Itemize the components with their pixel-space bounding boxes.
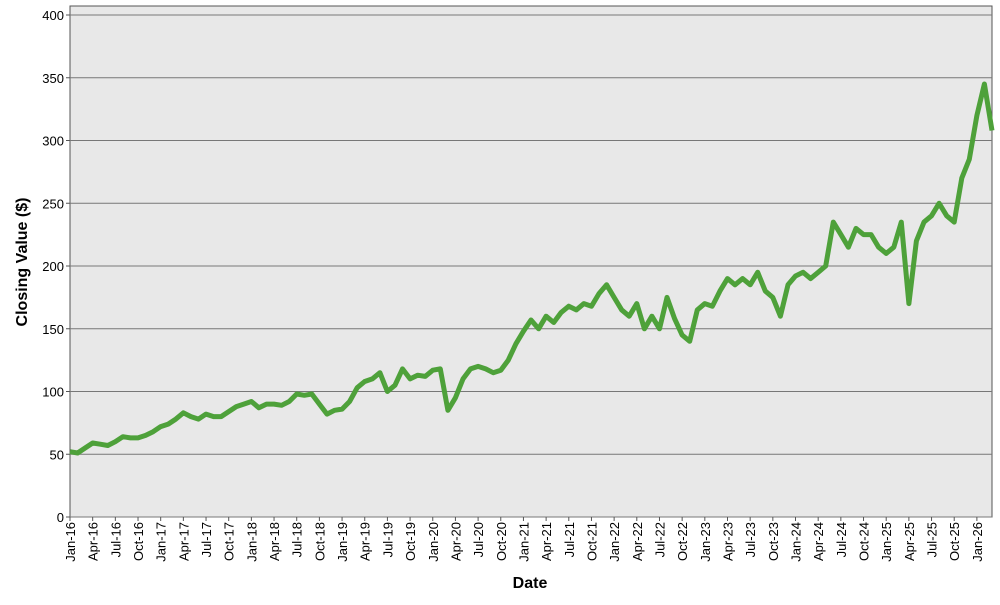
x-tick-label: Jan-25: [879, 522, 894, 562]
x-tick-label: Oct-18: [312, 522, 327, 561]
data-line: [69, 81, 995, 456]
y-tick-label: 400: [42, 8, 64, 23]
x-axis-label: Date: [513, 575, 548, 592]
x-tick-label: Apr-17: [176, 522, 191, 561]
x-tick-label: Jul-25: [925, 522, 940, 557]
x-tick-label: Jul-18: [290, 522, 305, 557]
x-tick-label: Apr-20: [448, 522, 463, 561]
x-tick-label: Oct-21: [584, 522, 599, 561]
x-tick-label: Jul-17: [199, 522, 214, 557]
y-tick-label: 150: [42, 322, 64, 337]
y-tick-label: 50: [50, 447, 64, 462]
x-tick-label: Jan-21: [516, 522, 531, 562]
x-tick-label: Apr-21: [539, 522, 554, 561]
x-tick-label: Jan-22: [607, 522, 622, 562]
x-tick-label: Jan-19: [335, 522, 350, 562]
x-tick-label: Jan-24: [789, 522, 804, 562]
x-tick-label: Jan-18: [244, 522, 259, 562]
x-tick-label: Apr-19: [358, 522, 373, 561]
x-tick-label: Jul-21: [562, 522, 577, 557]
x-tick-label: Apr-23: [720, 522, 735, 561]
x-tick-label: Oct-17: [222, 522, 237, 561]
x-tick-label: Oct-19: [403, 522, 418, 561]
x-tick-label: Jul-20: [471, 522, 486, 557]
y-tick-label: 100: [42, 385, 64, 400]
x-tick-label: Oct-25: [947, 522, 962, 561]
plot-area: [69, 5, 993, 518]
x-tick-label: Jan-23: [698, 522, 713, 562]
x-tick-label: Jul-19: [380, 522, 395, 557]
x-tick-label: Jan-16: [63, 522, 78, 562]
x-tick-label: Jul-23: [743, 522, 758, 557]
x-tick-label: Apr-25: [902, 522, 917, 561]
y-tick-label: 0: [57, 510, 64, 525]
x-tick-label: Jul-16: [108, 522, 123, 557]
y-tick-label: 250: [42, 196, 64, 211]
x-tick-label: Apr-24: [811, 522, 826, 561]
x-tick-label: Oct-22: [675, 522, 690, 561]
x-tick-label: Apr-18: [267, 522, 282, 561]
x-tick-label: Apr-16: [86, 522, 101, 561]
y-tick-label: 350: [42, 71, 64, 86]
y-tick-label: 300: [42, 134, 64, 149]
x-tick-label: Oct-20: [494, 522, 509, 561]
y-axis-label: Closing Value ($): [14, 198, 31, 327]
x-tick-label: Apr-22: [630, 522, 645, 561]
x-tick-label: Oct-16: [131, 522, 146, 561]
x-tick-label: Oct-24: [857, 522, 872, 561]
x-tick-label: Jul-24: [834, 522, 849, 557]
x-tick-label: Jan-26: [970, 522, 985, 562]
x-tick-label: Jul-22: [652, 522, 667, 557]
x-tick-label: Jan-20: [426, 522, 441, 562]
x-tick-label: Oct-23: [766, 522, 781, 561]
x-tick-label: Jan-17: [154, 522, 169, 562]
y-tick-label: 200: [42, 259, 64, 274]
